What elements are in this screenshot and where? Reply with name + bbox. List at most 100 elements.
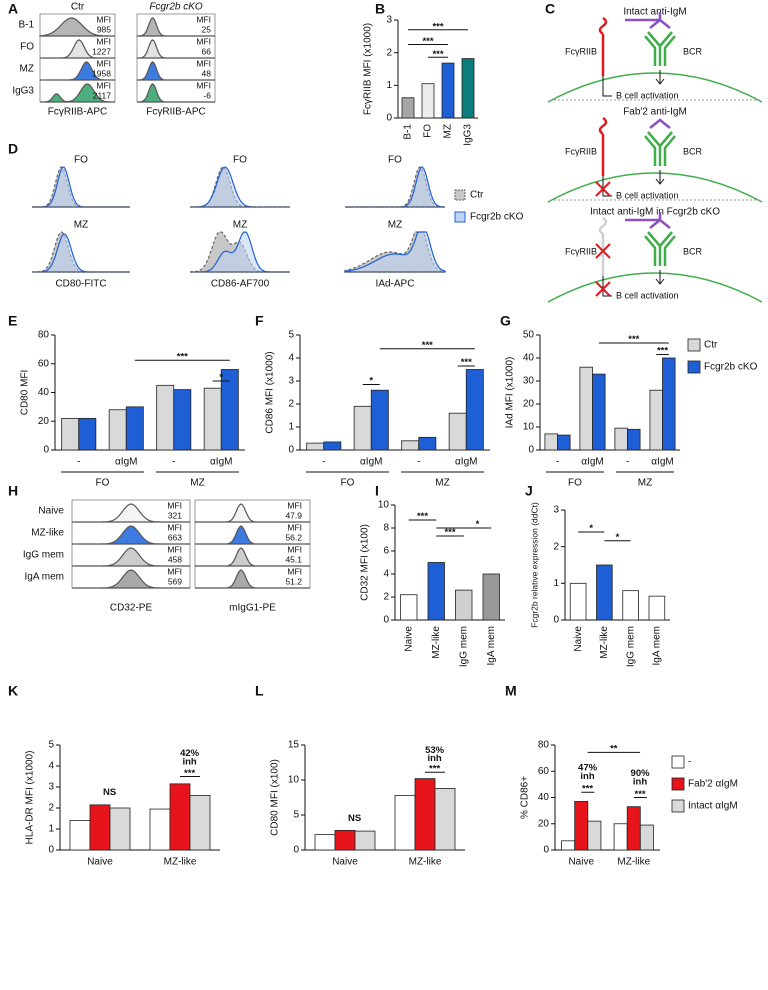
bar xyxy=(169,783,191,851)
mfi-label: MFI xyxy=(196,14,211,24)
annotation: *** xyxy=(657,346,668,357)
mfi-value: 663 xyxy=(168,532,182,542)
bar xyxy=(353,405,372,451)
x-tick-label: αIgM xyxy=(360,457,382,468)
x-tick-label: αIgM xyxy=(115,457,137,468)
outcome-label: B cell activation xyxy=(616,290,679,300)
y-tick-label: 3 xyxy=(288,376,294,387)
legend-label: Fcgr2b cKO xyxy=(470,212,524,223)
mfi-value: 458 xyxy=(168,554,182,564)
y-tick-label: 80 xyxy=(538,740,550,751)
y-tick-label: 30 xyxy=(523,376,535,387)
block-x xyxy=(595,181,611,197)
y-axis-label: % CD86+ xyxy=(520,776,531,819)
y-tick-label: 3 xyxy=(386,15,392,26)
panel-letter: I xyxy=(375,483,379,499)
histogram xyxy=(32,233,130,273)
annotation: *** xyxy=(635,789,646,800)
annotation: *** xyxy=(422,340,433,351)
bar xyxy=(401,440,420,451)
y-tick-label: 40 xyxy=(38,387,50,398)
y-axis-label: CD32 MFI (x100) xyxy=(360,524,371,601)
bcr-label: BCR xyxy=(683,46,703,56)
annotation: 90% xyxy=(631,768,651,779)
bcr xyxy=(644,231,676,266)
x-tick-label: MZ-like xyxy=(409,857,442,868)
x-tick-label: - xyxy=(172,457,175,468)
bar xyxy=(461,58,475,119)
row-label: IgG3 xyxy=(12,86,34,97)
group-label: FO xyxy=(96,478,110,489)
mfi-value: 569 xyxy=(168,576,182,586)
bar xyxy=(587,820,602,851)
y-tick-label: 40 xyxy=(523,353,535,364)
y-axis-label: Fcgr2b relative expression (ddCt) xyxy=(529,502,539,628)
y-tick-label: 3 xyxy=(553,505,559,516)
y-axis-label: HLA-DR MFI (x1000) xyxy=(25,751,36,845)
mfi-label: MFI xyxy=(96,80,111,90)
mfi-label: MFI xyxy=(196,36,211,46)
column-title: Fcgr2b cKO xyxy=(149,2,203,13)
mfi-value: 47.9 xyxy=(285,510,302,520)
mfi-value: 51.2 xyxy=(285,576,302,586)
annotation: *** xyxy=(432,21,443,32)
y-tick-label: 0 xyxy=(383,615,389,626)
receptor-label: FcγRIIB xyxy=(565,46,597,56)
annotation: * xyxy=(369,376,373,387)
bcr xyxy=(644,31,676,66)
y-tick-label: 1 xyxy=(386,80,392,91)
y-tick-label: 0 xyxy=(386,113,392,124)
bar xyxy=(418,436,437,451)
annotation: inh xyxy=(427,753,441,764)
x-tick-label: - xyxy=(626,457,629,468)
x-tick-label: MZ-like xyxy=(599,626,610,659)
y-axis-label: FcγRIIB MFI (x1000) xyxy=(363,23,374,115)
bar xyxy=(544,433,558,451)
y-tick-label: 0 xyxy=(553,615,559,626)
y-tick-label: 1 xyxy=(553,578,559,589)
y-tick-label: 0 xyxy=(528,445,534,456)
bar xyxy=(370,389,389,451)
y-tick-label: 4 xyxy=(288,353,294,364)
mfi-value: 45.1 xyxy=(285,554,302,564)
cell-membrane xyxy=(547,72,763,103)
annotation: *** xyxy=(444,527,455,538)
bar xyxy=(662,357,676,451)
x-tick-label: MZ xyxy=(443,124,454,138)
receptor-x xyxy=(595,243,611,259)
cell-membrane xyxy=(547,272,763,303)
anti-igm xyxy=(649,118,671,129)
histogram-title: FO xyxy=(233,155,247,166)
bar xyxy=(125,406,144,451)
panel-letter: D xyxy=(8,141,18,157)
bar xyxy=(109,807,131,851)
bar xyxy=(482,573,500,621)
row-label: Naive xyxy=(38,506,64,517)
mfi-value: 321 xyxy=(168,510,182,520)
x-axis-label: CD80-FITC xyxy=(55,279,106,290)
y-axis-label: CD86 MFI (x1000) xyxy=(265,351,276,433)
group-label: FO xyxy=(341,478,355,489)
bar xyxy=(648,595,666,621)
bar xyxy=(173,389,192,451)
x-tick-label: Naive xyxy=(403,626,414,652)
anti-igm xyxy=(625,12,671,29)
bar xyxy=(596,564,613,621)
signal-arrow xyxy=(655,70,665,85)
histogram xyxy=(195,569,310,589)
bar xyxy=(434,788,456,851)
y-tick-label: 5 xyxy=(293,810,299,821)
bcr-label: BCR xyxy=(683,146,703,156)
bar xyxy=(108,409,127,451)
x-tick-label: IgA mem xyxy=(486,626,497,665)
histogram xyxy=(345,166,446,208)
row-label: IgA mem xyxy=(25,572,64,583)
legend-swatch xyxy=(454,189,466,201)
legend-swatch xyxy=(671,777,685,791)
row-label: FO xyxy=(20,42,34,53)
mfi-value: -6 xyxy=(203,90,211,100)
row-label: IgG mem xyxy=(23,550,64,561)
bar xyxy=(622,590,639,621)
mfi-label: MFI xyxy=(167,544,182,554)
histogram-title: MZ xyxy=(388,220,402,231)
